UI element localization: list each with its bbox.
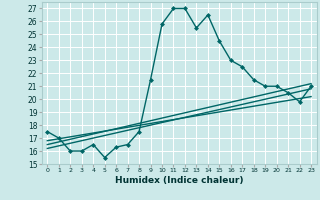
X-axis label: Humidex (Indice chaleur): Humidex (Indice chaleur): [115, 176, 244, 185]
